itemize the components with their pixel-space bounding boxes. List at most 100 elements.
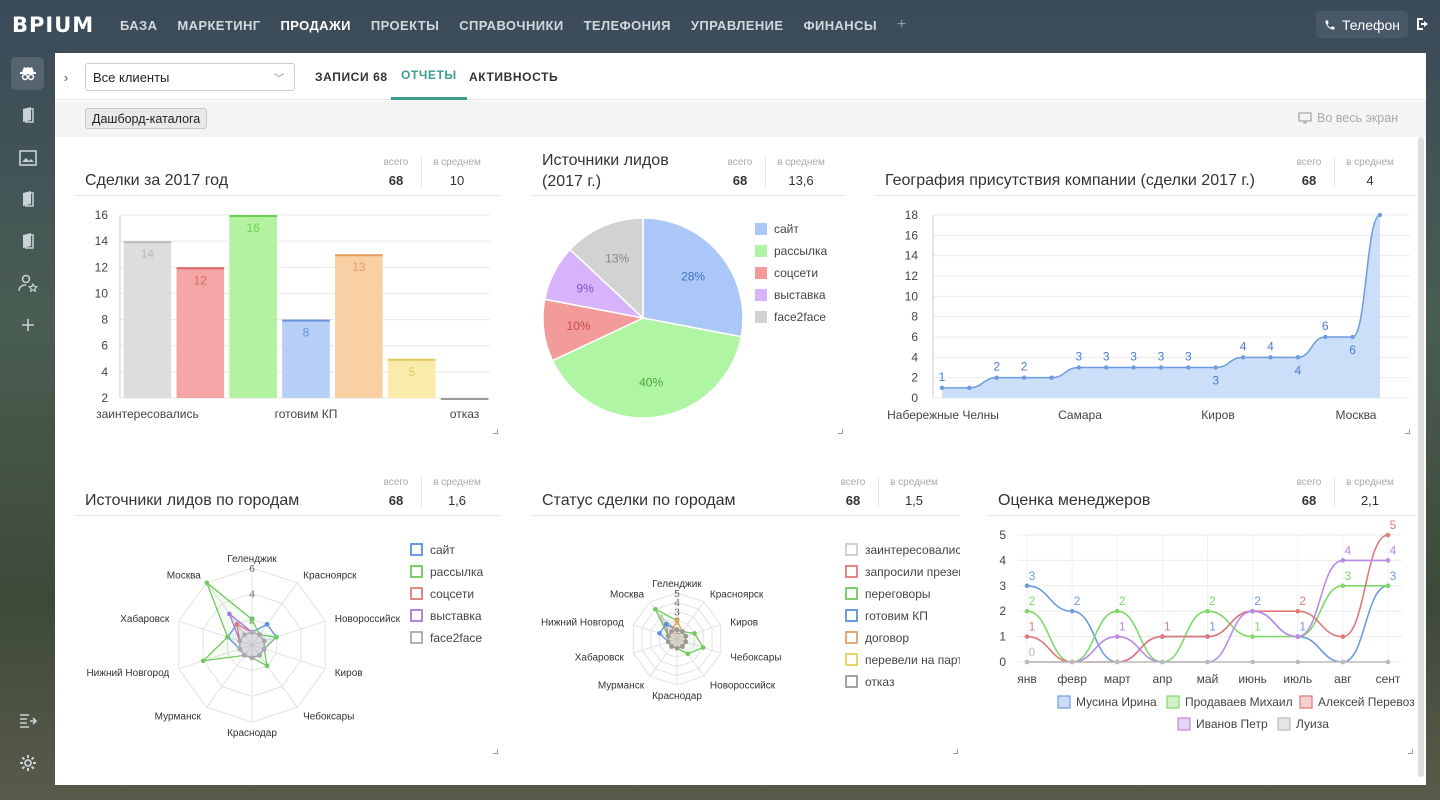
y-tick-label: 2 bbox=[999, 604, 1006, 618]
chevron-right-icon[interactable]: › bbox=[63, 69, 69, 85]
image-icon[interactable] bbox=[11, 141, 44, 174]
data-point bbox=[1024, 583, 1030, 589]
data-point bbox=[1295, 608, 1301, 614]
y-tick-label: 4 bbox=[999, 553, 1006, 567]
data-point bbox=[1160, 659, 1165, 665]
book-icon[interactable] bbox=[11, 98, 44, 131]
data-label: 6 bbox=[1349, 343, 1356, 357]
nav-item-sales[interactable]: ПРОДАЖИ bbox=[280, 17, 351, 33]
sub-toolbar bbox=[55, 53, 1426, 100]
scrollbar[interactable] bbox=[1418, 137, 1424, 777]
radar-point bbox=[665, 639, 671, 645]
phone-button[interactable]: Телефон bbox=[1316, 11, 1408, 38]
data-point bbox=[1385, 659, 1391, 665]
plus-icon[interactable] bbox=[11, 308, 44, 341]
gear-icon[interactable] bbox=[11, 746, 44, 779]
nav-item-management[interactable]: УПРАВЛЕНИЕ bbox=[690, 17, 784, 33]
bar bbox=[387, 358, 436, 398]
y-tick-label: 14 bbox=[95, 234, 109, 248]
resize-handle[interactable] bbox=[1408, 749, 1413, 754]
resize-handle[interactable] bbox=[1405, 429, 1410, 434]
data-label: 4 bbox=[1240, 339, 1247, 353]
legend-swatch bbox=[845, 587, 858, 600]
y-tick-label: 1 bbox=[999, 630, 1006, 644]
legend-label: запросили презентац... bbox=[865, 565, 960, 579]
legend-swatch bbox=[755, 289, 767, 301]
stat-average: в среднем 10 bbox=[433, 157, 481, 188]
legend-label: выставка bbox=[430, 609, 482, 623]
data-point bbox=[1350, 334, 1355, 340]
data-point bbox=[1205, 634, 1210, 639]
spy-icon[interactable] bbox=[11, 57, 44, 90]
deals-bar-chart: 2 4 6 8 10 12 14 16 14 12 16 8 13 5 заинтересовались го… bbox=[95, 208, 490, 421]
radar-point bbox=[234, 621, 240, 627]
radar-axis-label: Киров bbox=[335, 668, 363, 679]
x-tick-label: март bbox=[1104, 672, 1131, 686]
stat-average: в среднем 1,5 bbox=[890, 477, 938, 508]
resize-handle[interactable] bbox=[493, 429, 498, 434]
data-label: 0 bbox=[1029, 645, 1036, 659]
x-tick-label: июль bbox=[1283, 672, 1312, 686]
radar-axis-label: Красноярск bbox=[710, 590, 764, 601]
resize-handle[interactable] bbox=[838, 429, 843, 434]
resize-handle[interactable] bbox=[493, 749, 498, 754]
nav-item-finance[interactable]: ФИНАНСЫ bbox=[803, 17, 878, 33]
y-tick-label: 2 bbox=[911, 371, 918, 385]
data-label: 6 bbox=[1322, 319, 1329, 333]
data-label: 4 bbox=[1390, 543, 1397, 557]
legend-label: Мусина Ирина bbox=[1076, 695, 1157, 709]
monitor-icon bbox=[1298, 112, 1312, 124]
radar-axis-label: Краснодар bbox=[652, 691, 702, 702]
legend-swatch bbox=[1057, 695, 1071, 709]
nav-item-projects[interactable]: ПРОЕКТЫ bbox=[370, 17, 440, 33]
legend-swatch bbox=[1166, 695, 1180, 709]
data-point bbox=[939, 385, 945, 391]
tab-activity[interactable]: АКТИВНОСТЬ bbox=[469, 69, 559, 84]
data-point bbox=[1268, 355, 1273, 360]
data-point bbox=[1213, 365, 1218, 370]
data-label: 1 bbox=[1254, 620, 1261, 634]
app-logo[interactable]: BPIUM bbox=[12, 13, 95, 37]
widget-title: География присутствия компании (сделки 2… bbox=[885, 172, 1255, 189]
y-tick-label: 18 bbox=[905, 208, 919, 222]
nav-item-directories[interactable]: СПРАВОЧНИКИ bbox=[459, 17, 564, 33]
widget-geography: География присутствия компании (сделки 2… bbox=[875, 145, 1415, 435]
nav-item-telephony[interactable]: ТЕЛЕФОНИЯ bbox=[583, 17, 671, 33]
tab-records[interactable]: ЗАПИСИ 68 bbox=[315, 69, 388, 84]
book-icon[interactable] bbox=[11, 182, 44, 215]
resize-handle[interactable] bbox=[953, 749, 958, 754]
legend-swatch bbox=[755, 223, 767, 235]
export-icon[interactable] bbox=[11, 704, 44, 737]
dashboard-catalog-button[interactable]: Дашборд-каталога bbox=[85, 108, 208, 129]
data-point bbox=[1323, 334, 1328, 340]
x-tick-label: Самара bbox=[1058, 408, 1102, 422]
nav-item-marketing[interactable]: МАРКЕТИНГ bbox=[177, 17, 261, 33]
book-icon[interactable] bbox=[11, 224, 44, 257]
user-star-icon[interactable] bbox=[11, 266, 44, 299]
data-point bbox=[1021, 375, 1027, 380]
data-point bbox=[1049, 375, 1054, 380]
data-label: 3 bbox=[1185, 350, 1192, 364]
legend-label: face2face bbox=[774, 310, 826, 324]
radar-axis-label: Киров bbox=[730, 618, 758, 629]
nav-item-baza[interactable]: БАЗА bbox=[120, 17, 158, 33]
y-tick-label: 5 bbox=[999, 528, 1006, 542]
stat-average: в среднем 4 bbox=[1346, 157, 1394, 188]
data-label: 1 bbox=[1029, 620, 1036, 634]
top-navigation: BPIUM БАЗА МАРКЕТИНГ ПРОДАЖИ ПРОЕКТЫ СПР… bbox=[0, 0, 1440, 50]
radar-point bbox=[249, 629, 255, 635]
tab-reports[interactable]: ОТЧЕТЫ bbox=[391, 53, 467, 100]
client-filter-select[interactable]: Все клиенты ﹀ bbox=[85, 63, 295, 91]
radar-axis-label: Хабаровск bbox=[120, 613, 170, 625]
pie-slice bbox=[551, 317, 743, 419]
radar-point bbox=[657, 631, 662, 636]
stat-average: в среднем 13,6 bbox=[777, 157, 825, 188]
add-section-icon[interactable]: + bbox=[897, 16, 907, 33]
logout-icon[interactable] bbox=[1415, 16, 1431, 35]
data-point bbox=[967, 385, 972, 391]
data-point bbox=[1340, 659, 1346, 665]
fullscreen-button[interactable]: Во весь экран bbox=[1298, 111, 1398, 125]
stat-average: в среднем 2,1 bbox=[1346, 477, 1394, 508]
legend-label: выставка bbox=[774, 288, 826, 302]
slice-label: 40% bbox=[639, 375, 663, 389]
